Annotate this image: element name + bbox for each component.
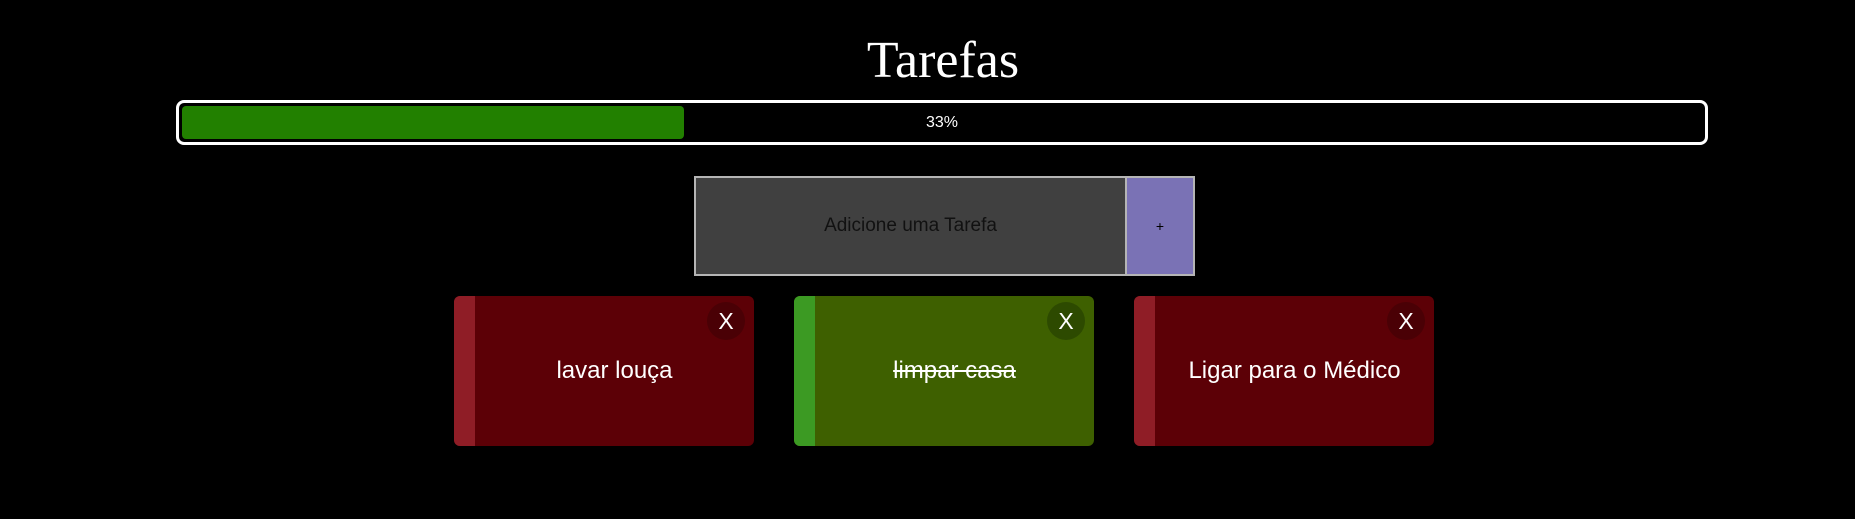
- task-list: lavar louça X limpar casa X Ligar para o…: [454, 296, 1434, 446]
- task-input[interactable]: [694, 176, 1127, 276]
- task-card[interactable]: limpar casa X: [794, 296, 1094, 446]
- task-status-stripe: [454, 296, 475, 446]
- task-text: lavar louça: [556, 357, 673, 384]
- task-card[interactable]: lavar louça X: [454, 296, 754, 446]
- task-card[interactable]: Ligar para o Médico X: [1134, 296, 1434, 446]
- progress-bar: 33%: [176, 100, 1708, 145]
- delete-task-button[interactable]: X: [707, 302, 745, 340]
- progress-bar-fill: [182, 106, 684, 139]
- task-text: limpar casa: [893, 357, 1016, 384]
- page-title: Tarefas: [866, 32, 1020, 89]
- task-status-stripe: [1134, 296, 1155, 446]
- task-status-stripe: [794, 296, 815, 446]
- progress-label: 33%: [925, 114, 959, 131]
- delete-task-button[interactable]: X: [1047, 302, 1085, 340]
- delete-task-button[interactable]: X: [1387, 302, 1425, 340]
- add-task-button[interactable]: +: [1127, 176, 1195, 276]
- task-text: Ligar para o Médico: [1188, 357, 1401, 384]
- add-task-form: +: [694, 176, 1195, 276]
